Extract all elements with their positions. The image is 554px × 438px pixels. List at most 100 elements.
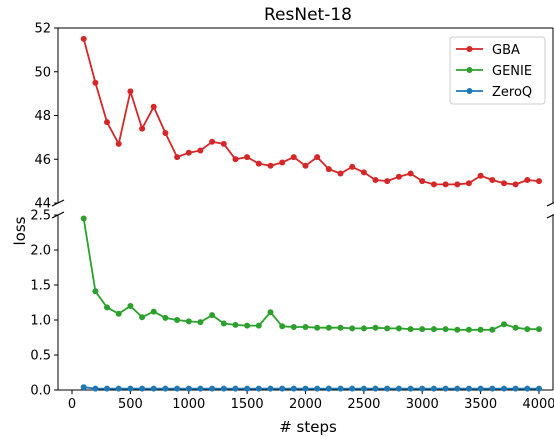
data-point-zeroq [139,385,146,392]
data-point-gba [501,180,507,187]
break-mark [546,213,554,219]
legend-marker-zeroq [466,88,473,94]
axis-break-marks [51,199,554,219]
data-point-genie [115,310,122,317]
x-tick-label: 2500 [347,397,380,412]
data-point-zeroq [501,385,507,392]
top-panel: 44 46 48 50 52 [34,22,554,212]
data-point-zeroq [407,385,414,392]
data-point-genie [314,324,321,331]
data-point-gba [395,173,402,180]
data-point-gba [349,163,356,170]
data-point-genie [232,321,239,328]
data-point-gba [115,140,122,147]
data-point-gba [536,178,542,185]
series-line-gba [82,38,540,186]
data-point-gba [419,178,426,185]
data-point-zeroq [536,385,542,392]
data-point-gba [454,181,461,188]
data-point-genie [279,323,286,330]
data-point-zeroq [267,385,274,392]
data-point-gba [477,172,484,179]
data-point-zeroq [349,385,356,392]
data-point-zeroq [150,385,157,392]
data-point-genie [267,309,274,316]
data-point-zeroq [384,385,391,392]
data-point-genie [349,325,356,332]
data-point-zeroq [220,385,227,392]
data-point-genie [536,326,542,333]
data-point-zeroq [442,385,449,392]
data-point-genie [80,215,87,222]
top-y-tick-label: 46 [34,153,51,168]
bottom-y-tick-label: 0.5 [30,349,51,364]
data-point-gba [150,103,157,110]
data-point-zeroq [92,385,99,392]
legend-marker-genie [466,67,473,73]
data-point-genie [92,288,99,295]
data-point-genie [395,325,402,332]
top-y-tick-label: 50 [34,65,51,80]
data-point-zeroq [372,385,379,392]
data-point-genie [325,324,332,331]
data-point-zeroq [337,385,344,392]
data-point-genie [465,326,472,333]
top-y-tick-label: 48 [34,109,51,124]
data-point-gba [244,154,251,161]
data-point-zeroq [197,385,204,392]
data-point-zeroq [325,385,332,392]
x-axis-label: # steps [279,418,337,436]
data-point-gba [372,177,379,183]
data-point-zeroq [395,385,402,392]
x-tick-label: 1500 [231,397,264,412]
x-tick-label: 500 [118,397,143,412]
data-point-zeroq [80,384,87,391]
data-point-zeroq [512,385,519,392]
legend-marker-gba [466,46,473,52]
data-point-gba [465,180,472,187]
bottom-y-tick-label: 1.0 [30,314,51,329]
legend-item-gba: GBA [456,43,520,58]
data-point-zeroq [232,385,239,392]
data-point-gba [302,162,309,169]
data-point-gba [290,154,297,161]
data-point-genie [174,317,181,323]
data-point-gba [232,156,239,163]
data-point-genie [150,308,157,315]
data-point-genie [430,326,437,333]
data-point-genie [185,318,192,325]
series-line-genie [82,218,539,331]
data-point-genie [139,314,146,321]
data-point-genie [197,319,204,326]
data-point-gba [80,35,87,42]
data-point-zeroq [279,385,286,392]
break-mark [546,201,554,207]
legend-frame [449,36,546,105]
top-y-tick-label: 52 [34,22,51,37]
data-point-genie [477,326,484,333]
data-point-zeroq [127,385,134,392]
data-point-gba [209,138,216,145]
legend-item-genie: GENIE [456,64,532,79]
data-point-gba [197,147,204,154]
data-point-gba [384,178,391,185]
data-point-zeroq [115,385,122,392]
x-tick-label: 3500 [464,397,497,412]
data-point-genie [489,326,496,333]
data-point-gba [442,181,449,188]
x-tick-label: 3000 [406,397,439,412]
x-tick-label: 2000 [289,397,322,412]
data-point-genie [255,322,262,329]
data-point-genie [244,322,251,329]
legend-label-genie: GENIE [492,64,532,79]
legend-item-zeroq: ZeroQ [456,85,532,100]
data-point-zeroq [477,385,484,392]
data-point-gba [489,177,496,183]
data-point-zeroq [489,385,496,392]
y-axis-label: loss [11,216,29,245]
x-tick-label: 4000 [522,397,554,412]
data-point-gba [92,79,99,86]
data-point-genie [162,314,169,321]
data-point-zeroq [255,385,262,392]
